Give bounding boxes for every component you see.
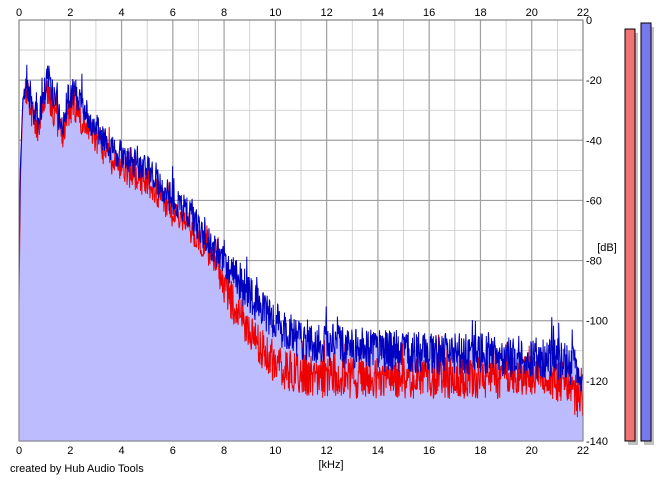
series-line-red <box>18 78 584 418</box>
x-tick-label-top: 2 <box>67 7 73 19</box>
y-axis-ticks: 0 -20 -40 -60 -80 -100 -120 -140 <box>586 15 608 448</box>
y-tick-label: 0 <box>586 15 592 27</box>
x-tick-label-top: 12 <box>321 7 333 19</box>
series-line-blue <box>18 64 584 392</box>
credit-caption: created by Hub Audio Tools <box>10 463 144 475</box>
y-tick-label: -20 <box>586 75 602 87</box>
x-tick-label-bottom: 12 <box>321 445 333 457</box>
y-tick-label: -120 <box>586 376 608 388</box>
x-axis-label: [kHz] <box>318 459 343 471</box>
x-tick-label-top: 0 <box>16 7 22 19</box>
x-tick-label-bottom: 2 <box>67 445 73 457</box>
x-tick-label-top: 4 <box>118 7 124 19</box>
y-tick-label: -140 <box>586 436 608 448</box>
series-lines <box>18 64 584 418</box>
x-axis-bottom-ticks: 0 2 4 6 8 10 12 14 16 18 20 22 <box>16 445 589 457</box>
x-tick-label-bottom: 0 <box>16 445 22 457</box>
plot-frame <box>18 19 584 442</box>
x-tick-label-bottom: 4 <box>118 445 124 457</box>
x-tick-label-bottom: 8 <box>221 445 227 457</box>
x-tick-label-top: 8 <box>221 7 227 19</box>
plot-border <box>18 19 584 442</box>
level-meter-right <box>640 22 652 442</box>
x-tick-label-top: 6 <box>170 7 176 19</box>
y-tick-label: -40 <box>586 135 602 147</box>
x-tick-label-bottom: 10 <box>269 445 281 457</box>
x-tick-label-bottom: 16 <box>423 445 435 457</box>
x-tick-label-bottom: 6 <box>170 445 176 457</box>
x-tick-label-bottom: 18 <box>474 445 486 457</box>
x-tick-label-top: 16 <box>423 7 435 19</box>
x-tick-label-top: 22 <box>577 7 589 19</box>
y-tick-label: -60 <box>586 195 602 207</box>
level-meters <box>624 22 654 446</box>
x-tick-label-top: 14 <box>372 7 384 19</box>
x-tick-label-bottom: 14 <box>372 445 384 457</box>
x-tick-label-top: 20 <box>526 7 538 19</box>
y-tick-label: -100 <box>586 316 608 328</box>
x-tick-label-bottom: 22 <box>577 445 589 457</box>
x-tick-label-top: 10 <box>269 7 281 19</box>
y-axis-label: [dB] <box>597 242 617 254</box>
x-tick-label-top: 18 <box>474 7 486 19</box>
x-tick-label-bottom: 20 <box>526 445 538 457</box>
y-tick-label: -80 <box>586 256 602 268</box>
x-axis-top-ticks: 0 2 4 6 8 10 12 14 16 18 20 22 <box>16 7 589 19</box>
level-meter-left <box>624 28 636 442</box>
